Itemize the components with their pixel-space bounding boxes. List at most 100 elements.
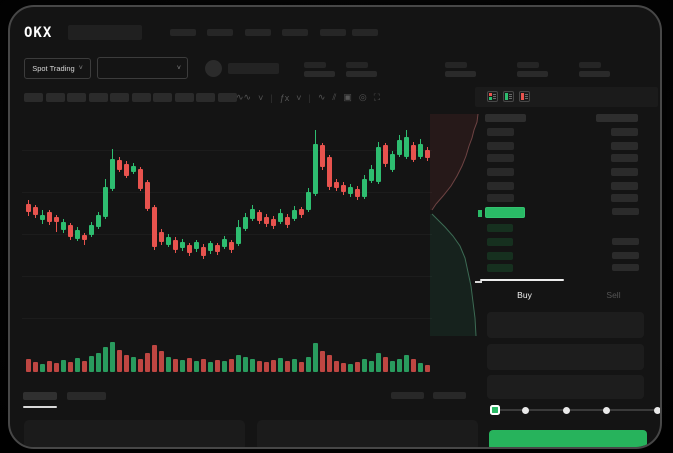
candle-body <box>229 242 234 250</box>
volume-bar <box>306 357 311 372</box>
indicators-icon[interactable]: ƒx <box>279 92 290 103</box>
volume-bar <box>355 362 360 372</box>
bottom-tab-skeleton[interactable] <box>67 392 106 400</box>
nav-item-skeleton[interactable] <box>245 29 271 36</box>
submit-order-button[interactable] <box>489 430 647 447</box>
ask-price-skeleton[interactable] <box>487 154 514 162</box>
device-frame: OKX Spot Trading ˅ ˅ ∿∿ ˅ | ƒx ˅ | ∿ ⫽ ▣ ◎ ⛶ Buy Se… <box>8 5 662 449</box>
order-input-skeleton[interactable] <box>487 375 644 399</box>
book-asks-view-icon[interactable] <box>519 91 530 102</box>
candle-body <box>383 145 388 164</box>
volume-bar <box>33 362 38 372</box>
chart-settings-icon[interactable]: ◎ <box>358 92 367 102</box>
timeframe-button-skeleton[interactable] <box>67 93 86 102</box>
nav-item-skeleton[interactable] <box>170 29 196 36</box>
timeframe-button-skeleton[interactable] <box>110 93 129 102</box>
slider-stop-dot[interactable] <box>522 407 529 414</box>
bottom-right-control-skeleton[interactable] <box>391 392 424 399</box>
volume-bar <box>369 361 374 372</box>
candle-body <box>320 145 325 167</box>
indicators-chevron-icon[interactable]: ˅ <box>296 92 302 103</box>
okx-logo[interactable]: OKX <box>24 25 53 41</box>
market-type-selector[interactable]: Spot Trading ˅ <box>24 58 91 79</box>
timeframe-button-skeleton[interactable] <box>174 93 194 102</box>
nav-item-skeleton[interactable] <box>352 29 378 36</box>
bid-price-skeleton[interactable] <box>487 252 513 260</box>
book-combined-view-icon[interactable] <box>487 91 498 102</box>
ask-size-skeleton <box>611 194 638 202</box>
amount-slider-handle[interactable] <box>490 405 500 415</box>
stat-value-skeleton <box>517 71 548 77</box>
volume-bar <box>173 359 178 372</box>
volume-bar <box>327 355 332 372</box>
volume-bar <box>334 361 339 372</box>
order-input-skeleton[interactable] <box>487 312 644 338</box>
bottom-panel-skeleton <box>257 420 478 447</box>
volume-bar <box>376 353 381 372</box>
volume-bar <box>418 363 423 372</box>
stat-value-skeleton <box>346 71 377 77</box>
book-bids-view-icon[interactable] <box>503 91 514 102</box>
bid-price-skeleton[interactable] <box>487 238 513 246</box>
timeframe-button-skeleton[interactable] <box>131 93 151 102</box>
timeframe-button-skeleton[interactable] <box>196 93 215 102</box>
candle-body <box>68 225 73 237</box>
order-input-skeleton[interactable] <box>487 344 644 370</box>
ask-price-skeleton[interactable] <box>487 128 514 136</box>
nav-item-skeleton[interactable] <box>207 29 233 36</box>
candle-body <box>404 137 409 157</box>
candle-body <box>96 215 101 227</box>
volume-bar <box>215 360 220 372</box>
tab-sell[interactable]: Sell <box>606 290 621 300</box>
slider-stop-dot[interactable] <box>603 407 610 414</box>
trading-pair-dropdown[interactable]: ˅ <box>97 57 188 79</box>
ask-price-skeleton[interactable] <box>487 142 514 150</box>
timeframe-button-skeleton[interactable] <box>217 93 237 102</box>
bid-price-skeleton[interactable] <box>487 224 513 232</box>
bottom-right-control-skeleton[interactable] <box>433 392 466 399</box>
volume-bar <box>103 347 108 372</box>
volume-bar <box>187 358 192 372</box>
timeframe-button-skeleton[interactable] <box>45 93 65 102</box>
candle-body <box>327 157 332 187</box>
amount-slider-track[interactable] <box>494 409 660 411</box>
snapshot-icon[interactable]: ▣ <box>343 92 352 102</box>
slider-stop-dot[interactable] <box>563 407 570 414</box>
bid-price-skeleton[interactable] <box>487 264 513 272</box>
line-tool-icon[interactable]: ∿ <box>317 92 326 102</box>
candle-body <box>285 217 290 225</box>
candle-body <box>278 213 283 222</box>
nav-item-skeleton[interactable] <box>282 29 308 36</box>
style-chevron-icon[interactable]: ˅ <box>258 92 264 103</box>
volume-bar <box>96 353 101 372</box>
timeframe-button-skeleton[interactable] <box>24 93 43 102</box>
candle-style-icon[interactable]: ∿∿ <box>236 92 252 102</box>
nav-item-skeleton[interactable] <box>320 29 346 36</box>
slider-stop-dot[interactable] <box>654 407 660 414</box>
candle-body <box>425 150 430 158</box>
candle-body <box>243 217 248 229</box>
timeframe-button-skeleton[interactable] <box>88 93 108 102</box>
bottom-tab-skeleton[interactable] <box>23 392 57 400</box>
ask-price-skeleton[interactable] <box>487 194 514 202</box>
tab-buy[interactable]: Buy <box>517 290 532 300</box>
candle-body <box>397 140 402 155</box>
ask-price-skeleton[interactable] <box>487 182 514 190</box>
candlestick-chart[interactable] <box>22 112 432 334</box>
compare-icon[interactable]: ⫽ <box>332 92 337 102</box>
ask-price-skeleton[interactable] <box>487 168 514 176</box>
volume-bar <box>383 357 388 372</box>
candle-body <box>173 240 178 250</box>
chevron-down-icon: ˅ <box>176 64 181 72</box>
bid-size-skeleton <box>612 252 639 259</box>
volume-bar <box>320 351 325 372</box>
depth-curves <box>430 113 482 337</box>
fullscreen-icon[interactable]: ⛶ <box>373 92 381 102</box>
gridline <box>22 276 432 277</box>
candle-body <box>152 207 157 247</box>
candle-body <box>33 207 38 215</box>
candle-body <box>47 212 52 222</box>
timeframe-button-skeleton[interactable] <box>153 93 172 102</box>
last-price-highlight[interactable] <box>485 207 525 218</box>
